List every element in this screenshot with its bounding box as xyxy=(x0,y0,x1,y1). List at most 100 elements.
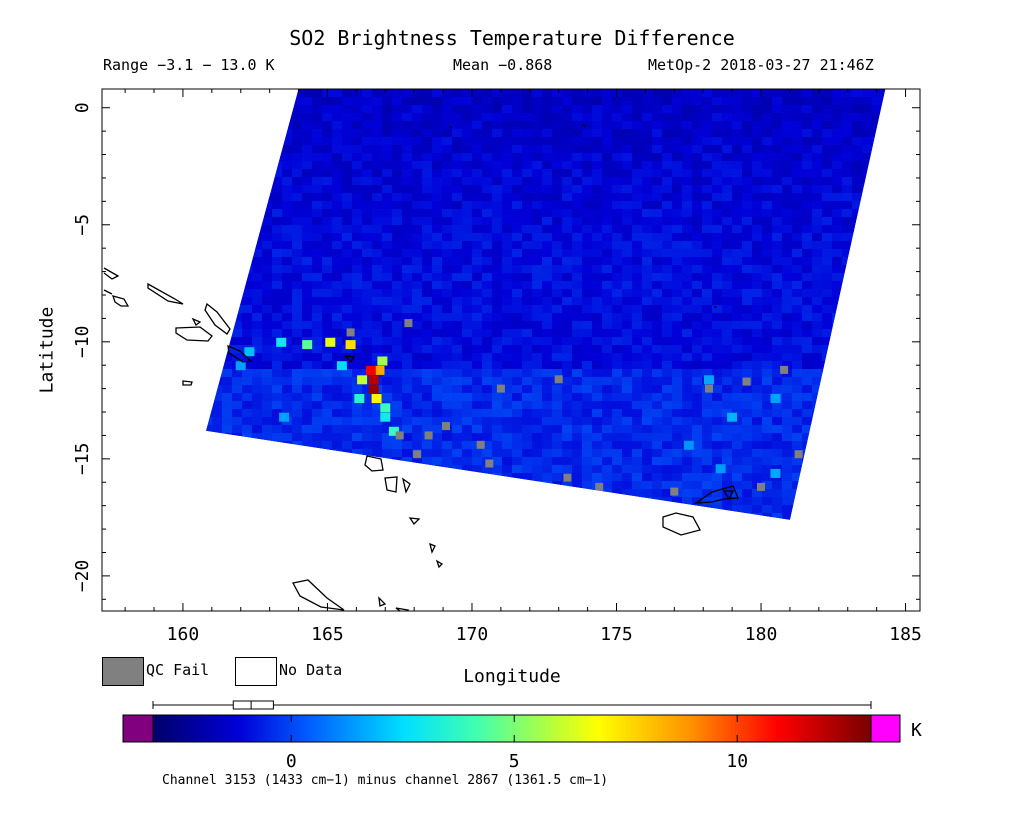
heatmap-cell xyxy=(752,153,762,161)
heatmap-cell xyxy=(802,465,812,473)
heatmap-cell xyxy=(652,361,662,369)
heatmap-cell xyxy=(492,513,502,520)
heatmap-cell xyxy=(252,513,262,520)
heatmap-cell xyxy=(662,569,672,577)
heatmap-cell xyxy=(432,273,442,281)
heatmap-cell xyxy=(122,281,132,289)
heatmap-cell xyxy=(322,185,332,193)
heatmap-cell xyxy=(242,513,252,520)
heatmap-cell xyxy=(702,321,712,329)
heatmap-cell xyxy=(592,177,602,185)
heatmap-cell xyxy=(182,513,192,521)
heatmap-cell xyxy=(632,417,642,425)
heatmap-cell xyxy=(782,521,792,529)
heatmap-cell xyxy=(422,105,432,113)
heatmap-cell xyxy=(412,249,422,257)
heatmap-cell xyxy=(312,537,322,545)
heatmap-cell xyxy=(732,273,742,281)
heatmap-cell xyxy=(242,129,252,137)
heatmap-cell xyxy=(842,369,852,377)
heatmap-cell xyxy=(462,425,472,433)
heatmap-cell xyxy=(342,169,352,177)
heatmap-cell xyxy=(652,457,662,465)
heatmap-cell xyxy=(762,361,772,369)
heatmap-cell xyxy=(562,561,572,569)
heatmap-cell xyxy=(902,369,912,377)
heatmap-cell xyxy=(432,161,442,169)
heatmap-cell xyxy=(362,561,372,569)
heatmap-cell xyxy=(142,441,152,449)
heatmap-cell xyxy=(592,297,602,305)
heatmap-cell xyxy=(502,273,512,281)
heatmap-cell xyxy=(412,337,422,345)
heatmap-cell xyxy=(652,353,662,361)
heatmap-cell xyxy=(742,529,752,537)
heatmap-cell xyxy=(302,257,312,265)
heatmap-cell xyxy=(452,345,462,353)
heatmap-cell xyxy=(112,489,122,497)
heatmap-cell xyxy=(492,225,502,233)
heatmap-cell xyxy=(212,345,222,353)
heatmap-cell xyxy=(732,449,742,457)
heatmap-cell xyxy=(742,89,752,97)
heatmap-cell xyxy=(552,361,562,369)
heatmap-cell xyxy=(572,185,582,193)
heatmap-cell xyxy=(272,209,282,217)
heatmap-cell xyxy=(172,265,182,273)
heatmap-cell xyxy=(542,401,552,409)
heatmap-cell xyxy=(242,321,252,329)
heatmap-cell xyxy=(202,521,212,529)
heatmap-cell xyxy=(262,281,272,289)
heatmap-cell xyxy=(832,89,842,97)
heatmap-cell xyxy=(732,481,742,489)
heatmap-cell xyxy=(472,233,482,241)
heatmap-cell xyxy=(812,153,822,161)
heatmap-cell xyxy=(872,393,882,401)
heatmap-cell xyxy=(862,329,872,337)
heatmap-cell xyxy=(572,521,582,529)
heatmap-cell xyxy=(642,497,652,505)
heatmap-cell xyxy=(792,121,802,129)
heatmap-cell xyxy=(362,529,372,537)
heatmap-cell xyxy=(232,161,242,169)
heatmap-cell xyxy=(662,497,672,505)
heatmap-cell xyxy=(292,105,302,113)
heatmap-cell xyxy=(362,505,372,513)
heatmap-cell xyxy=(422,145,432,153)
heatmap-cell xyxy=(462,169,472,177)
heatmap-cell xyxy=(302,409,312,417)
heatmap-cell xyxy=(802,441,812,449)
heatmap-cell xyxy=(682,129,692,137)
heatmap-cell xyxy=(172,489,182,497)
heatmap-cell xyxy=(902,233,912,241)
heatmap-cell xyxy=(232,153,242,161)
heatmap-cell xyxy=(862,321,872,329)
heatmap-cell xyxy=(772,265,782,273)
heatmap-cell xyxy=(582,537,592,545)
heatmap-cell xyxy=(362,121,372,129)
heatmap-cell xyxy=(402,105,412,113)
heatmap-cell xyxy=(892,425,902,433)
heatmap-cell xyxy=(592,457,602,465)
heatmap-cell xyxy=(602,353,612,361)
heatmap-cell xyxy=(502,369,512,377)
heatmap-cell xyxy=(702,121,712,129)
heatmap-cell xyxy=(482,473,492,481)
heatmap-cell xyxy=(742,545,752,553)
heatmap-cell xyxy=(342,289,352,297)
heatmap-cell xyxy=(822,449,832,457)
heatmap-cell xyxy=(262,529,272,537)
heatmap-cell xyxy=(282,281,292,289)
heatmap-cell xyxy=(772,521,782,529)
heatmap-cell xyxy=(852,153,862,161)
heatmap-cell xyxy=(512,425,522,433)
heatmap-cell xyxy=(332,225,342,233)
heatmap-cell xyxy=(252,177,262,185)
heatmap-cell xyxy=(442,177,452,185)
heatmap-cell xyxy=(632,313,642,321)
heatmap-cell xyxy=(482,537,492,545)
heatmap-cell xyxy=(502,489,512,497)
heatmap-cell xyxy=(232,169,242,177)
heatmap-cell xyxy=(112,513,122,521)
heatmap-cell xyxy=(652,113,662,121)
